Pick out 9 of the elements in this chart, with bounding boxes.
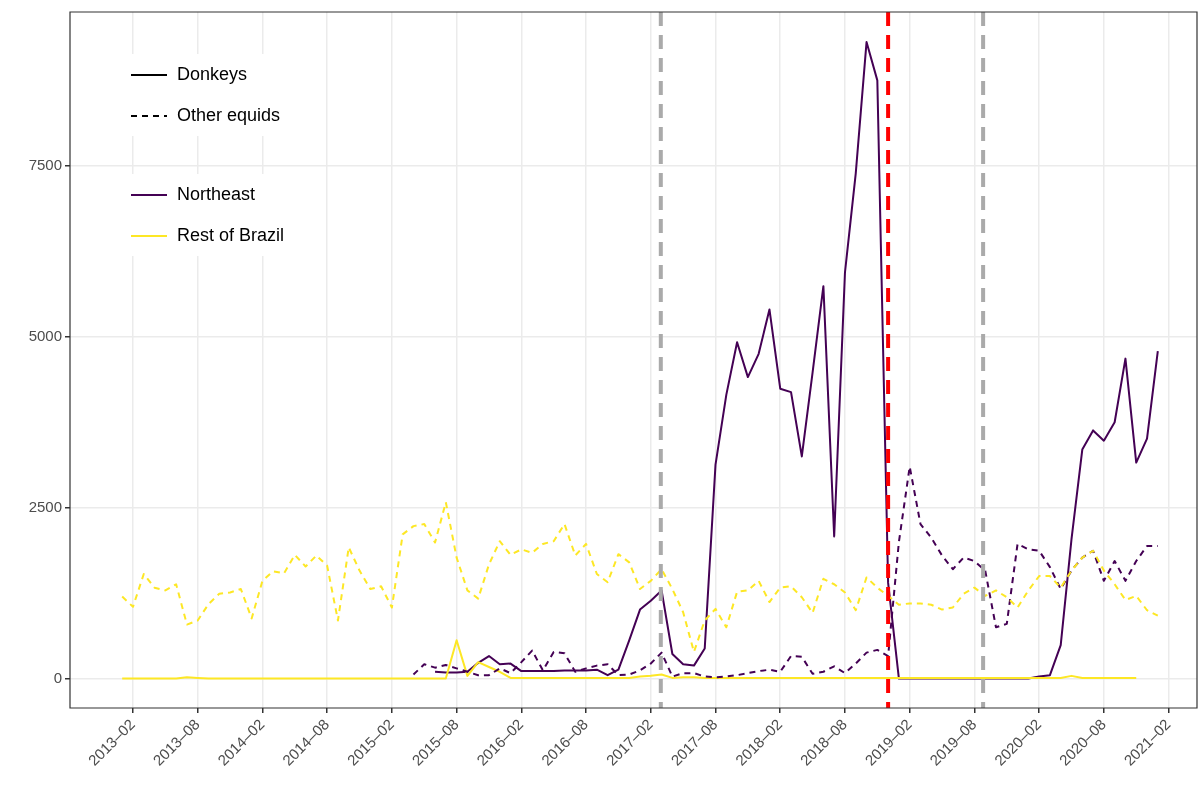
- legend-label: Northeast: [177, 184, 256, 205]
- line-series: [121, 501, 1159, 653]
- y-tick-label: 5000: [28, 326, 62, 344]
- y-tick-label: 7500: [28, 155, 62, 173]
- legend-label: Rest of Brazil: [177, 225, 285, 246]
- legend-label: Other equids: [177, 105, 281, 126]
- legend-label: Donkeys: [177, 64, 248, 85]
- y-tick-label: 2500: [28, 497, 62, 515]
- y-tick-label: 0: [53, 668, 62, 686]
